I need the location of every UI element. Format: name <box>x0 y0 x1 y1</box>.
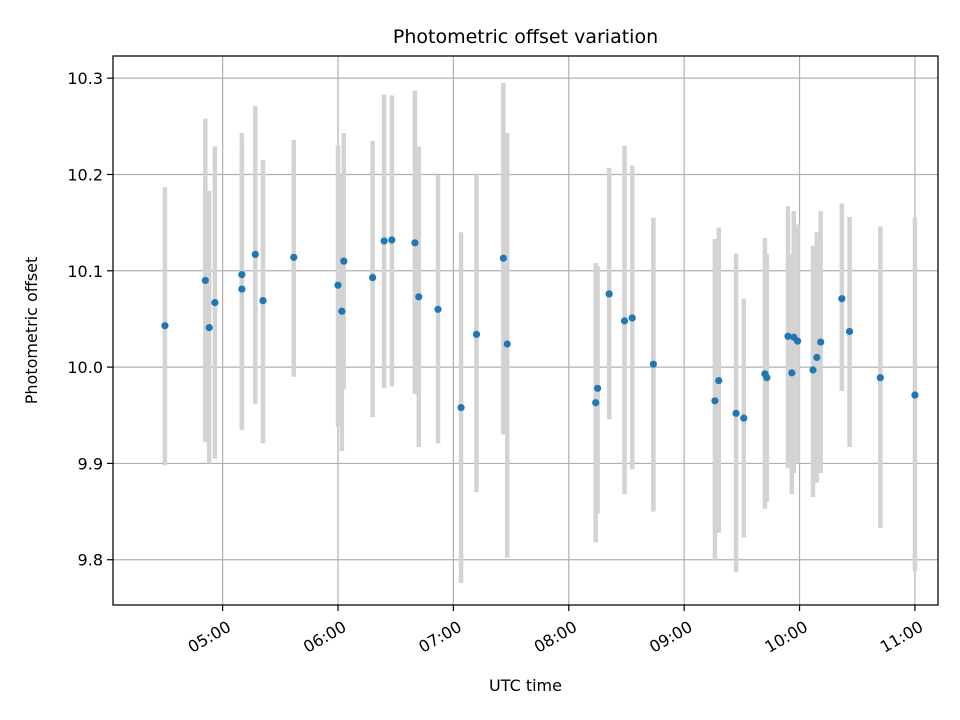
x-tick-label: 08:00 <box>531 617 580 657</box>
data-point <box>649 360 657 368</box>
data-point <box>211 298 219 307</box>
y-tick-label: 10.1 <box>67 262 103 281</box>
x-axis-title: UTC time <box>489 676 562 695</box>
plot-area-frame <box>112 55 939 606</box>
data-point <box>161 322 169 330</box>
data-point <box>238 271 246 279</box>
data-point <box>813 353 821 362</box>
x-tick-label: 11:00 <box>877 617 926 657</box>
data-point <box>457 403 465 412</box>
data-point <box>411 239 419 247</box>
chart-title: Photometric offset variation <box>393 26 658 48</box>
data-point <box>290 253 298 261</box>
data-point <box>338 307 346 315</box>
data-point <box>809 366 817 374</box>
data-point <box>628 314 636 322</box>
data-point <box>259 297 267 305</box>
data-point <box>205 324 213 332</box>
error-bars <box>162 82 918 583</box>
data-point <box>334 281 342 289</box>
data-point <box>605 290 613 298</box>
data-point <box>911 391 919 399</box>
data-point <box>794 337 802 345</box>
data-point <box>499 254 507 262</box>
data-point <box>620 317 629 325</box>
y-tick-label: 9.9 <box>78 454 103 473</box>
data-point <box>388 236 396 244</box>
x-tick-label: 10:00 <box>762 617 811 657</box>
data-point <box>340 257 348 265</box>
data-point <box>784 332 792 340</box>
data-point <box>594 384 602 392</box>
data-point <box>732 409 740 417</box>
y-axis-title: Photometric offset <box>22 257 41 405</box>
data-point <box>472 330 481 338</box>
x-tick-label: 05:00 <box>185 617 234 657</box>
data-point <box>415 293 423 301</box>
data-points <box>161 236 919 422</box>
data-point <box>251 250 259 259</box>
x-tick-label: 07:00 <box>415 617 464 657</box>
x-tick-label: 06:00 <box>300 617 349 657</box>
y-tick-label: 10.3 <box>67 69 103 88</box>
data-point <box>238 285 246 293</box>
data-point <box>201 276 209 285</box>
data-point <box>740 414 748 422</box>
data-point <box>592 399 600 407</box>
data-point <box>380 237 388 245</box>
data-point <box>817 338 825 346</box>
y-tick-label: 10.0 <box>67 358 103 377</box>
data-point <box>711 397 719 405</box>
data-point <box>845 327 854 336</box>
x-tick-label: 09:00 <box>646 617 695 657</box>
data-point <box>503 340 511 348</box>
data-point <box>838 295 846 303</box>
data-point <box>434 305 442 313</box>
data-point <box>763 374 771 382</box>
data-point <box>788 369 796 377</box>
data-point <box>715 376 723 385</box>
y-tick-label: 10.2 <box>67 165 103 184</box>
data-point <box>876 374 884 382</box>
data-point <box>369 273 377 282</box>
y-tick-label: 9.8 <box>78 551 103 570</box>
